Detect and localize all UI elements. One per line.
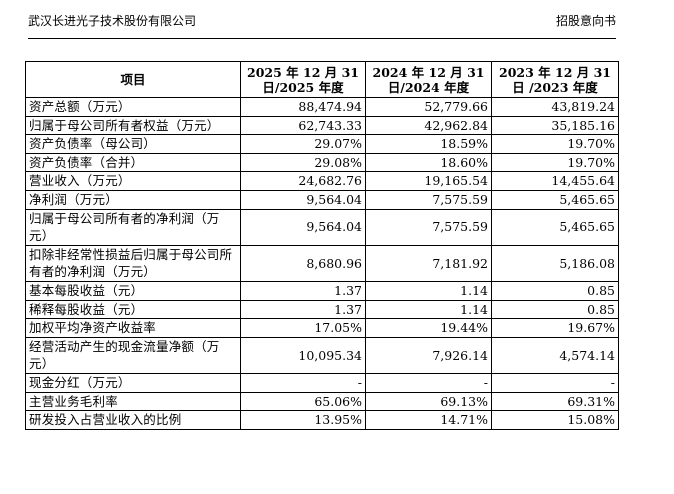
value-2023: 19.70% (491, 152, 619, 173)
row-label: 经营活动产生的现金流量净额（万元） (25, 336, 241, 374)
company-name: 武汉长进光子技术股份有限公司 (28, 14, 197, 28)
row-label: 扣除非经常性损益后归属于母公司所有者的净利润（万元） (25, 244, 241, 282)
value-2025: 88,474.94 (240, 97, 366, 117)
row-label: 主营业务毛利率 (25, 391, 241, 412)
table-row: 主营业务毛利率 65.06% 69.13% 69.31% (25, 391, 619, 412)
row-label: 资产负债率（母公司） (25, 134, 241, 154)
value-2025: 65.06% (240, 391, 366, 412)
value-2024: - (365, 372, 492, 393)
value-2023: 5,465.65 (491, 189, 619, 210)
table-row: 经营活动产生的现金流量净额（万元） 10,095.34 7,926.14 4,5… (25, 336, 619, 374)
value-2024: 19,165.54 (365, 171, 492, 191)
value-2023: 69.31% (491, 391, 619, 412)
table-row: 研发投入占营业收入的比例 13.95% 14.71% 15.08% (25, 410, 619, 430)
table-row: 扣除非经常性损益后归属于母公司所有者的净利润（万元） 8,680.96 7,18… (25, 244, 619, 282)
row-label: 现金分红（万元） (25, 372, 241, 393)
value-2024: 7,181.92 (365, 244, 492, 282)
column-header-item: 项目 (25, 61, 241, 98)
page-header: 武汉长进光子技术股份有限公司 招股意向书 (28, 14, 616, 28)
value-2023: 15.08% (491, 410, 619, 430)
financial-summary-table: 项目 2025 年 12 月 31 日/2025 年度 2024 年 12 月 … (25, 61, 619, 430)
value-2024: 7,926.14 (365, 336, 492, 374)
row-label: 加权平均净资产收益率 (25, 318, 241, 338)
value-2025: 1.37 (240, 299, 366, 320)
value-2023: 19.67% (491, 318, 619, 338)
table-row: 归属于母公司所有者权益（万元） 62,743.33 42,962.84 35,1… (25, 115, 619, 136)
value-2024: 1.14 (365, 299, 492, 320)
value-2024: 7,575.59 (365, 208, 492, 246)
value-2024: 1.14 (365, 280, 492, 301)
row-label: 资产总额（万元） (25, 97, 241, 117)
table-row: 加权平均净资产收益率 17.05% 19.44% 19.67% (25, 318, 619, 338)
column-header-2025: 2025 年 12 月 31 日/2025 年度 (240, 61, 366, 98)
header-rule (28, 38, 616, 39)
value-2025: 8,680.96 (240, 244, 366, 282)
value-2025: 24,682.76 (240, 171, 366, 191)
value-2023: - (491, 372, 619, 393)
document-type: 招股意向书 (555, 14, 616, 28)
row-label: 营业收入（万元） (25, 171, 241, 191)
row-label: 研发投入占营业收入的比例 (25, 410, 241, 430)
value-2023: 19.70% (491, 134, 619, 154)
value-2023: 4,574.14 (491, 336, 619, 374)
row-label: 资产负债率（合并） (25, 152, 241, 173)
value-2024: 7,575.59 (365, 189, 492, 210)
row-label: 归属于母公司所有者的净利润（万元） (25, 208, 241, 246)
value-2023: 0.85 (491, 299, 619, 320)
value-2025: 17.05% (240, 318, 366, 338)
value-2023: 35,185.16 (491, 115, 619, 136)
value-2024: 19.44% (365, 318, 492, 338)
table-row: 基本每股收益（元） 1.37 1.14 0.85 (25, 280, 619, 301)
table-header-row: 项目 2025 年 12 月 31 日/2025 年度 2024 年 12 月 … (25, 61, 619, 98)
table-row: 现金分红（万元） - - - (25, 372, 619, 393)
row-label: 稀释每股收益（元） (25, 299, 241, 320)
value-2025: 10,095.34 (240, 336, 366, 374)
value-2024: 42,962.84 (365, 115, 492, 136)
table-row: 归属于母公司所有者的净利润（万元） 9,564.04 7,575.59 5,46… (25, 208, 619, 246)
value-2023: 5,465.65 (491, 208, 619, 246)
value-2025: 9,564.04 (240, 189, 366, 210)
value-2023: 0.85 (491, 280, 619, 301)
value-2024: 69.13% (365, 391, 492, 412)
row-label: 净利润（万元） (25, 189, 241, 210)
value-2025: 62,743.33 (240, 115, 366, 136)
table-row: 净利润（万元） 9,564.04 7,575.59 5,465.65 (25, 189, 619, 210)
value-2025: 9,564.04 (240, 208, 366, 246)
table-row: 资产负债率（母公司） 29.07% 18.59% 19.70% (25, 134, 619, 154)
value-2025: - (240, 372, 366, 393)
row-label: 归属于母公司所有者权益（万元） (25, 115, 241, 136)
value-2025: 29.07% (240, 134, 366, 154)
table-row: 资产总额（万元） 88,474.94 52,779.66 43,819.24 (25, 97, 619, 117)
row-label: 基本每股收益（元） (25, 280, 241, 301)
column-header-2023: 2023 年 12 月 31 日 /2023 年度 (491, 61, 619, 98)
value-2025: 29.08% (240, 152, 366, 173)
value-2023: 14,455.64 (491, 171, 619, 191)
value-2024: 14.71% (365, 410, 492, 430)
value-2023: 43,819.24 (491, 97, 619, 117)
value-2024: 52,779.66 (365, 97, 492, 117)
table-row: 稀释每股收益（元） 1.37 1.14 0.85 (25, 299, 619, 320)
table-row: 资产负债率（合并） 29.08% 18.60% 19.70% (25, 152, 619, 173)
table-row: 营业收入（万元） 24,682.76 19,165.54 14,455.64 (25, 171, 619, 191)
value-2023: 5,186.08 (491, 244, 619, 282)
value-2024: 18.59% (365, 134, 492, 154)
column-header-2024: 2024 年 12 月 31 日/2024 年度 (365, 61, 492, 98)
value-2024: 18.60% (365, 152, 492, 173)
value-2025: 1.37 (240, 280, 366, 301)
value-2025: 13.95% (240, 410, 366, 430)
